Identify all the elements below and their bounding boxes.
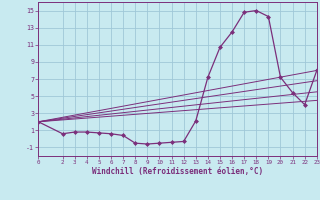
X-axis label: Windchill (Refroidissement éolien,°C): Windchill (Refroidissement éolien,°C) <box>92 167 263 176</box>
